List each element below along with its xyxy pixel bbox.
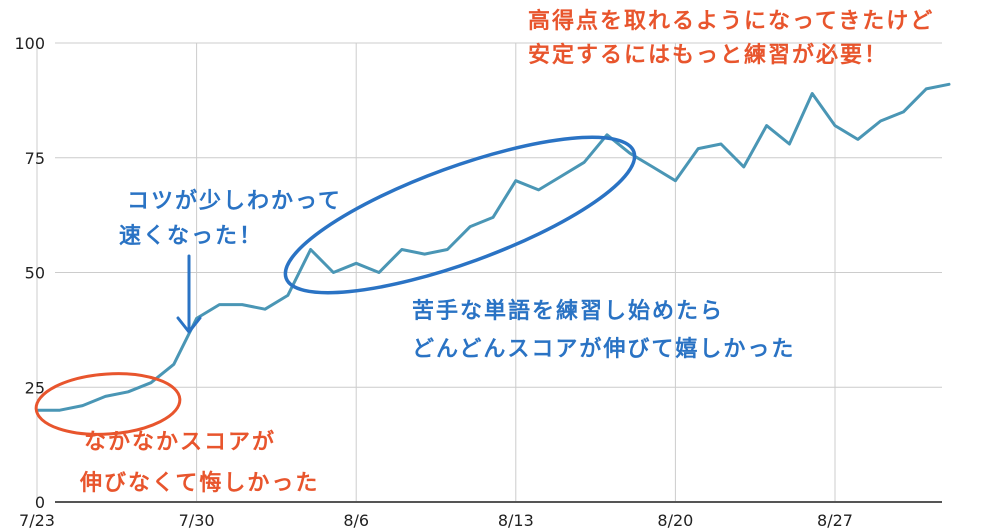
hand-drawn-markup: [34, 135, 637, 436]
y-tick-label: 100: [14, 34, 45, 53]
x-tick-label: 8/20: [657, 511, 693, 530]
blue-arrow-head: [176, 316, 202, 334]
x-tick-label: 8/27: [817, 511, 853, 530]
blue-ellipse-mark: [283, 135, 637, 295]
y-tick-label: 0: [35, 493, 45, 512]
annotation-red-start-line1: なかなかスコアが: [84, 429, 276, 455]
annotation-red-top-line1: 高得点を取れるようになってきたけど: [528, 8, 934, 34]
annotation-blue-tip-line1: コツが少しわかって: [127, 188, 342, 214]
x-tick-label: 7/30: [179, 511, 215, 530]
axes: 0 25 50 75 100 7/23 7/30 8/6 8/13 8/20 8/27: [14, 34, 942, 530]
red-circle-mark: [34, 372, 182, 436]
grid: [36, 42, 942, 502]
y-tick-label: 25: [25, 378, 45, 397]
annotation-red-start-line2: 伸びなくて悔しかった: [79, 470, 319, 496]
series-line: [35, 82, 951, 412]
annotation-blue-rise-line1: 苦手な単語を練習し始めたら: [412, 298, 724, 324]
y-tick-label: 50: [25, 264, 45, 283]
x-tick-label: 7/23: [19, 511, 55, 530]
x-tick-label: 8/6: [343, 511, 369, 530]
x-tick-label: 8/13: [498, 511, 534, 530]
series-layer: [35, 82, 951, 412]
annotation-blue-rise-line2: どんどんスコアが伸びて嬉しかった: [412, 336, 795, 362]
annotations: なかなかスコアが 伸びなくて悔しかった コツが少しわかって 速くなった！ 苦手な…: [79, 8, 934, 496]
annotation-blue-tip-line2: 速くなった！: [119, 223, 263, 249]
y-tick-label: 75: [25, 149, 45, 168]
annotation-red-top-line2: 安定するにはもっと練習が必要！: [528, 42, 888, 68]
